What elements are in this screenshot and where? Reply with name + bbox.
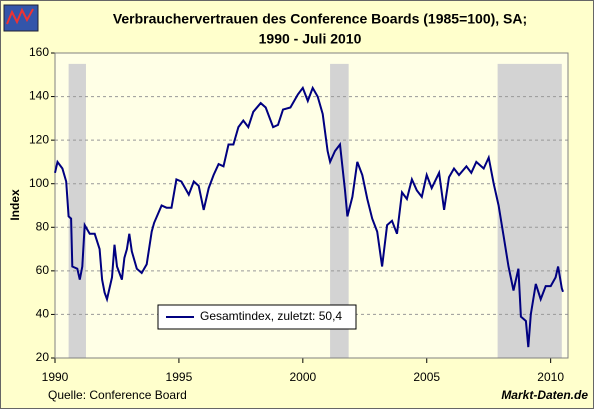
y-tick-label: 100	[29, 176, 49, 190]
y-tick-label: 80	[36, 219, 50, 233]
logo	[3, 4, 39, 32]
plot-frame	[54, 52, 569, 359]
chart-title: Verbrauchervertrauen des Conference Boar…	[113, 11, 527, 27]
legend-label: Gesamtindex, zuletzt: 50,4	[200, 309, 342, 323]
y-tick-label: 20	[36, 350, 50, 364]
x-tick-label: 2005	[413, 370, 440, 384]
x-tick-label: 2010	[537, 370, 564, 384]
y-tick-label: 140	[29, 89, 49, 103]
recession-band	[68, 63, 86, 359]
y-tick-label: 60	[36, 263, 50, 277]
data-line	[54, 85, 564, 348]
source: Quelle: Conference Board	[48, 388, 187, 402]
x-tick-label: 1990	[42, 370, 69, 384]
x-tick-label: 1995	[166, 370, 193, 384]
x-tick-label: 2000	[289, 370, 316, 384]
chart-subtitle: 1990 - Juli 2010	[259, 31, 362, 47]
y-axis-label: Index	[8, 189, 22, 221]
y-tick-label: 40	[36, 307, 50, 321]
recession-band	[330, 63, 349, 359]
y-tick-label: 120	[29, 132, 49, 146]
brand: Markt-Daten.de	[501, 388, 588, 402]
recession-band	[497, 63, 562, 359]
y-tick-label: 160	[29, 45, 49, 59]
